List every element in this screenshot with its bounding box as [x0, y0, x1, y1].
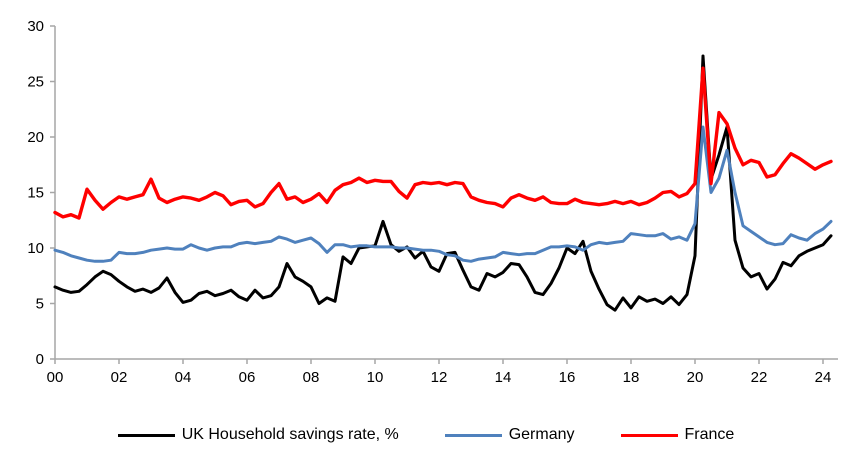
y-axis-tick-label: 20: [27, 129, 44, 146]
x-axis-tick-label: 02: [111, 369, 128, 386]
chart-legend: UK Household savings rate, % Germany Fra…: [0, 426, 852, 444]
x-axis-tick-label: 18: [623, 369, 640, 386]
france-series-line: [53, 66, 833, 220]
uk-legend-label: UK Household savings rate, %: [181, 426, 399, 443]
x-axis-tick-label: 22: [751, 369, 768, 386]
legend-item-france: France: [620, 426, 735, 444]
y-axis-tick-label: 30: [27, 18, 44, 35]
y-axis-tick-label: 10: [27, 240, 44, 257]
x-axis-tick-label: 06: [239, 369, 256, 386]
x-axis-tick-label: 10: [367, 369, 384, 386]
x-axis-tick-label: 04: [175, 369, 192, 386]
y-axis-tick-label: 0: [36, 351, 44, 368]
germany-series-line: [53, 125, 833, 263]
x-axis-tick-label: 08: [303, 369, 320, 386]
x-axis-tick-label: 20: [687, 369, 704, 386]
y-axis-tick-label: 5: [36, 296, 44, 313]
france-line-swatch: [620, 433, 678, 437]
france-legend-label: France: [684, 426, 735, 443]
y-axis-tick-label: 15: [27, 185, 44, 202]
legend-item-germany: Germany: [444, 426, 575, 444]
x-axis-tick-labels: 00 02 04 06 08 10 12 14 16 18 20 22 24: [47, 369, 832, 386]
x-axis-tick-label: 12: [431, 369, 448, 386]
legend-item-uk: UK Household savings rate, %: [117, 426, 399, 444]
x-axis-tick-label: 00: [47, 369, 64, 386]
germany-legend-label: Germany: [508, 426, 575, 443]
y-axis-tick-label: 25: [27, 74, 44, 91]
plot-svg: 0 5 10 15 20 25 30 00 02 04 06 08 10 12 14 16 18 20 22 24: [27, 18, 838, 386]
x-axis-tick-label: 16: [559, 369, 576, 386]
x-axis-tick-label: 24: [815, 369, 832, 386]
uk-line-swatch: [117, 433, 175, 437]
germany-line-swatch: [444, 433, 502, 437]
x-axis-tick-label: 14: [495, 369, 512, 386]
y-axis-ticks: [50, 25, 55, 360]
x-axis-ticks: [54, 359, 824, 364]
y-axis-tick-labels: 0 5 10 15 20 25 30: [27, 18, 44, 368]
